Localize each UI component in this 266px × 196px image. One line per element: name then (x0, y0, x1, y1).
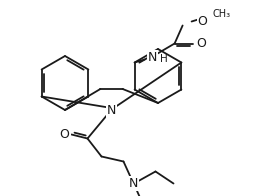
Text: CH₃: CH₃ (213, 8, 231, 18)
Text: N: N (107, 104, 116, 117)
Text: H: H (160, 54, 167, 64)
Text: O: O (60, 128, 69, 141)
Text: N: N (148, 51, 157, 64)
Text: O: O (198, 15, 207, 28)
Text: O: O (197, 37, 207, 50)
Text: N: N (129, 177, 138, 190)
